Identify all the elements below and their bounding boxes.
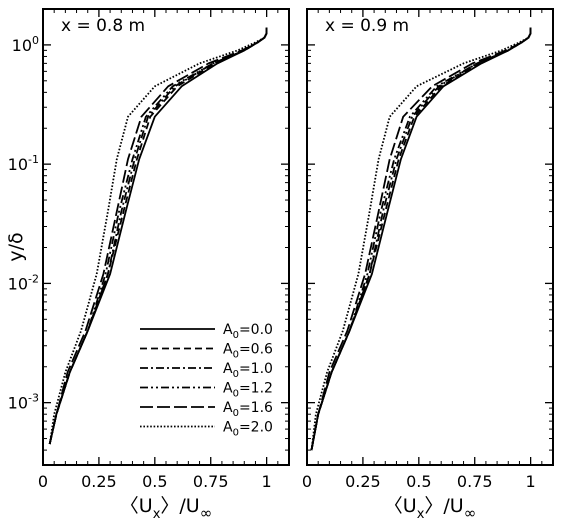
panel-left: 0 0.25 0.5 0.75 1 10-3 10-2 10-1 100 x = 0.8 m 〈Ux…: [5, 8, 290, 522]
series-line-a0-2-0: [48, 27, 268, 445]
legend-label: A0=0.0: [223, 322, 273, 341]
series-line-a0-1-6: [48, 27, 268, 445]
x-tick-label: 1: [526, 472, 536, 491]
x-tick-label: 0.5: [406, 472, 431, 491]
x-tick-label: 0.75: [193, 472, 229, 491]
series-line-a0-1-6: [310, 27, 532, 451]
series-group: [48, 27, 268, 445]
x-axis-label: 〈Ux〉/U∞: [384, 495, 476, 522]
x-tick-label: 0.25: [81, 472, 117, 491]
series-line-a0-0-6: [310, 27, 532, 451]
x-tick-label: 1: [262, 472, 272, 491]
series-line-a0-1-0: [310, 27, 532, 451]
y-tick-label: 10-1: [8, 153, 39, 174]
legend-label: A0=1.0: [223, 361, 273, 380]
plot-frame: [42, 8, 290, 466]
y-tick-label: 10-2: [8, 272, 39, 293]
series-line-a0-0-6: [48, 27, 268, 445]
y-tick-label: 10-3: [8, 392, 39, 413]
legend: A0=0.0A0=0.6A0=1.0A0=1.2A0=1.6A0=2.0: [140, 322, 273, 439]
x-tick-label: 0: [38, 472, 48, 491]
series-group: [310, 27, 532, 451]
series-line-a0-2-0: [310, 27, 532, 451]
x-axis-label: 〈Ux〉/U∞: [120, 495, 212, 522]
y-axis-label: y/δ: [5, 232, 27, 261]
x-tick-label: 0.25: [345, 472, 381, 491]
series-line-a0-1-2: [310, 27, 532, 451]
y-tick-label: 100: [12, 34, 39, 55]
legend-label: A0=1.2: [223, 381, 273, 400]
x-tick-label: 0.75: [457, 472, 493, 491]
x-tick-label: 0: [302, 472, 312, 491]
legend-label: A0=0.6: [223, 342, 273, 361]
series-line-a0-0-0: [48, 27, 268, 445]
plot-frame: [306, 8, 554, 466]
series-line-a0-1-0: [48, 27, 268, 445]
panel-right: 0 0.25 0.5 0.75 1 x = 0.9 m 〈Ux〉/U∞: [302, 8, 554, 522]
legend-label: A0=2.0: [223, 420, 273, 439]
x-tick-label: 0.5: [142, 472, 167, 491]
panel-title: x = 0.8 m: [61, 16, 145, 36]
series-line-a0-1-2: [48, 27, 268, 445]
series-line-a0-0-0: [310, 27, 532, 451]
panel-title: x = 0.9 m: [325, 16, 409, 36]
legend-label: A0=1.6: [223, 400, 273, 419]
